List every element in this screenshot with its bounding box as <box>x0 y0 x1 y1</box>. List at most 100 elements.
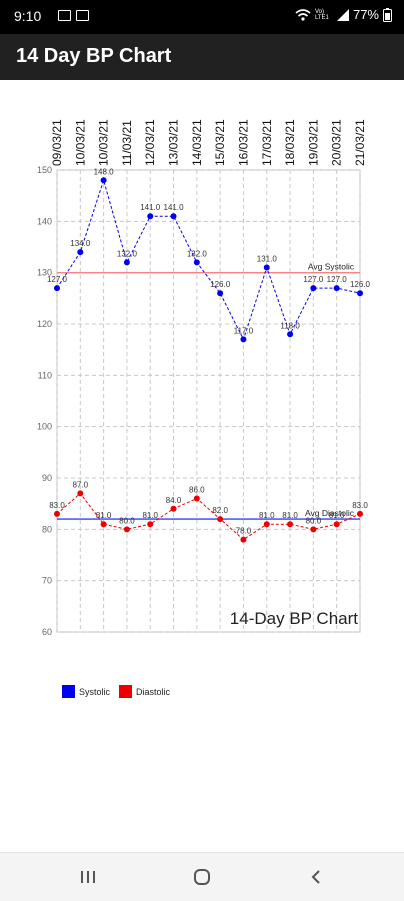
data-label-systolic: 117.0 <box>234 326 254 335</box>
data-point-diastolic <box>147 521 154 528</box>
x-tick-label: 09/03/21 <box>50 119 64 166</box>
chart-container: 60 70 80 90 100 110 120 130 140 150 09/03/21 10/03/… <box>0 80 404 850</box>
data-point-diastolic <box>170 505 177 512</box>
status-notification-icons <box>58 10 89 21</box>
data-label-systolic: 132.0 <box>187 249 208 258</box>
signal-icon <box>336 8 349 21</box>
y-tick-label: 90 <box>42 473 52 483</box>
data-point-diastolic <box>263 521 270 528</box>
x-tick-label: 10/03/21 <box>73 119 87 166</box>
data-label-diastolic: 87.0 <box>73 480 89 489</box>
home-button[interactable] <box>182 863 222 891</box>
data-label-diastolic: 82.0 <box>212 506 228 515</box>
data-label-diastolic: 83.0 <box>352 501 368 510</box>
data-point-diastolic <box>54 510 60 517</box>
legend-swatch-systolic <box>62 685 75 698</box>
data-label-diastolic: 84.0 <box>166 496 182 505</box>
data-point-systolic <box>170 213 177 220</box>
data-point-systolic <box>193 259 200 266</box>
data-point-systolic <box>333 285 340 292</box>
x-tick-label: 20/03/21 <box>330 119 344 166</box>
data-point-diastolic <box>193 495 200 502</box>
x-tick-label: 12/03/21 <box>143 119 157 166</box>
y-tick-label: 80 <box>42 524 52 534</box>
app-bar: 14 Day BP Chart <box>0 34 404 80</box>
recent-apps-icon <box>81 871 95 883</box>
data-point-systolic <box>123 259 130 266</box>
data-label-diastolic: 81.0 <box>259 511 275 520</box>
data-point-systolic <box>263 264 270 271</box>
data-label-diastolic: 81.0 <box>329 511 345 520</box>
y-tick-label: 100 <box>37 422 52 432</box>
data-point-diastolic <box>217 516 224 523</box>
x-tick-label: 14/03/21 <box>190 119 204 166</box>
y-tick-label: 130 <box>37 268 52 278</box>
data-label-systolic: 148.0 <box>94 167 115 176</box>
data-point-diastolic <box>310 526 317 533</box>
x-tick-label: 11/03/21 <box>120 120 134 166</box>
back-icon <box>311 870 320 884</box>
y-tick-label: 120 <box>37 319 52 329</box>
network-label: Vo) LTE1 <box>314 8 329 21</box>
data-point-diastolic <box>287 521 294 528</box>
data-point-systolic <box>100 177 107 184</box>
series-line-diastolic <box>56 492 361 541</box>
plot-area <box>56 169 361 633</box>
data-label-diastolic: 81.0 <box>96 511 112 520</box>
gallery-icon <box>58 10 71 21</box>
data-point-diastolic <box>77 490 84 497</box>
battery-icon <box>383 7 392 22</box>
x-tick-label: 17/03/21 <box>260 119 274 166</box>
data-point-systolic <box>147 213 154 220</box>
data-point-systolic <box>240 336 247 343</box>
reference-line-label: Avg Diastolic <box>305 508 355 518</box>
wifi-icon <box>295 8 311 21</box>
y-tick-label: 150 <box>37 165 52 175</box>
home-icon <box>194 869 210 885</box>
data-point-systolic <box>310 285 317 292</box>
y-tick-label: 60 <box>42 627 52 637</box>
data-label-systolic: 132.0 <box>117 249 138 258</box>
y-tick-label: 70 <box>42 576 52 586</box>
navigation-bar <box>0 852 404 901</box>
data-label-systolic: 127.0 <box>327 275 348 284</box>
data-label-diastolic: 83.0 <box>49 501 65 510</box>
data-point-diastolic <box>333 521 340 528</box>
x-tick-label: 13/03/21 <box>167 119 181 166</box>
data-label-diastolic: 86.0 <box>189 486 205 495</box>
x-tick-label: 19/03/21 <box>306 119 320 166</box>
data-label-systolic: 131.0 <box>257 255 278 264</box>
data-label-systolic: 127.0 <box>47 275 68 284</box>
data-point-systolic <box>54 285 60 292</box>
data-point-systolic <box>357 290 363 297</box>
data-label-diastolic: 78.0 <box>236 527 252 536</box>
data-label-diastolic: 81.0 <box>282 511 298 520</box>
data-label-systolic: 126.0 <box>210 280 231 289</box>
x-tick-label: 16/03/21 <box>236 119 250 166</box>
data-label-diastolic: 80.0 <box>119 516 135 525</box>
status-time: 9:10 <box>14 8 42 24</box>
y-tick-label: 140 <box>37 216 52 226</box>
battery-percent: 77% <box>352 7 379 22</box>
y-tick-label: 110 <box>38 370 52 380</box>
data-label-systolic: 126.0 <box>350 280 371 289</box>
x-tick-label: 10/03/21 <box>97 119 111 166</box>
data-label-systolic: 134.0 <box>70 239 91 248</box>
data-point-diastolic <box>123 526 130 533</box>
back-button[interactable] <box>296 863 336 891</box>
data-label-diastolic: 80.0 <box>306 516 322 525</box>
data-label-systolic: 127.0 <box>303 275 324 284</box>
x-tick-label: 21/03/21 <box>353 119 367 166</box>
data-label-systolic: 141.0 <box>164 203 185 212</box>
recent-apps-button[interactable] <box>68 863 108 891</box>
data-point-systolic <box>77 249 84 256</box>
data-point-diastolic <box>357 510 363 517</box>
series-line-systolic <box>56 178 361 341</box>
data-point-diastolic <box>240 536 247 543</box>
status-right: Vo) LTE1 77% <box>295 7 392 22</box>
legend-label-systolic: Systolic <box>79 687 111 697</box>
data-point-systolic <box>287 331 294 338</box>
x-tick-label: 18/03/21 <box>283 119 297 166</box>
data-label-diastolic: 81.0 <box>142 511 158 520</box>
